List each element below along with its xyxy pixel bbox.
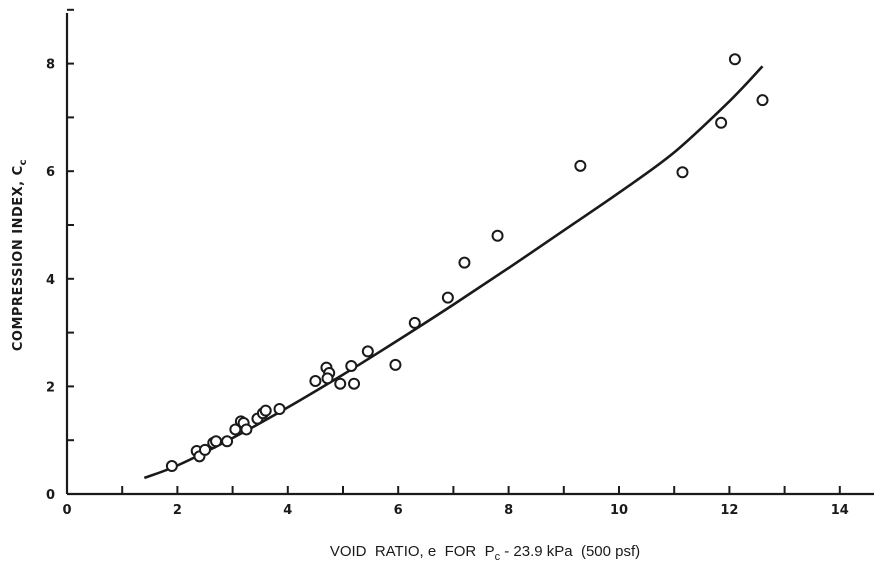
data-point-20	[345, 359, 358, 372]
x-tick-label-14: 14	[831, 503, 849, 518]
data-point-25	[441, 291, 454, 304]
data-point-26	[458, 256, 471, 269]
data-point-27	[491, 229, 504, 242]
y-axis-title-sub: c	[18, 159, 29, 165]
data-point-5	[210, 435, 223, 448]
y-tick-labels: 0 2 4 6 8	[46, 58, 55, 503]
data-point-28	[574, 159, 587, 172]
y-axis-ticks	[67, 8, 74, 442]
data-point-13	[259, 404, 272, 417]
data-point-19	[334, 377, 347, 390]
y-tick-label-6: 6	[46, 165, 55, 180]
x-axis-ticks	[121, 486, 841, 494]
x-tick-label-4: 4	[283, 503, 292, 518]
y-axis-title: COMPRESSION INDEX, Cc	[11, 159, 29, 351]
data-point-18	[321, 372, 334, 385]
y-axis-title-main: COMPRESSION INDEX, C	[11, 165, 26, 351]
data-point-29	[676, 166, 689, 179]
data-point-7	[229, 423, 242, 436]
x-axis-title-sub: c	[495, 551, 501, 563]
data-point-31	[728, 53, 741, 66]
fit-curve	[143, 65, 764, 480]
data-point-21	[348, 377, 361, 390]
x-axis-title-prefix: VOID RATIO, e FOR	[330, 543, 485, 560]
x-axis-title-suffix: - 23.9 kPa (500 psf)	[500, 543, 640, 560]
x-tick-label-6: 6	[394, 503, 403, 518]
data-point-30	[715, 116, 728, 129]
x-tick-labels: 0 2 4 6 8 10 12 14	[62, 503, 848, 518]
data-point-15	[309, 375, 322, 388]
y-tick-label-8: 8	[46, 58, 55, 73]
x-tick-label-12: 12	[720, 503, 738, 518]
data-point-24	[408, 316, 421, 329]
y-tick-label-2: 2	[46, 380, 55, 395]
data-point-6	[221, 435, 234, 448]
data-point-0	[165, 460, 178, 473]
data-point-22	[361, 345, 374, 358]
data-points	[165, 53, 769, 473]
data-point-3	[199, 443, 211, 456]
plot-area: 0 2 4 6 8 0 2 4 6 8 10 12 14	[46, 8, 874, 518]
data-point-14	[273, 402, 286, 415]
x-tick-label-10: 10	[610, 503, 628, 518]
data-point-32	[756, 94, 769, 107]
x-tick-label-2: 2	[173, 503, 182, 518]
x-axis-title-var: P	[485, 543, 495, 560]
x-tick-label-8: 8	[504, 503, 513, 518]
x-tick-label-0: 0	[62, 503, 71, 518]
data-point-23	[389, 358, 402, 371]
x-axis-title: VOID RATIO, e FOR Pc - 23.9 kPa (500 psf…	[330, 543, 640, 563]
data-point-10	[240, 423, 253, 436]
y-tick-label-0: 0	[46, 488, 55, 503]
y-tick-label-4: 4	[46, 273, 55, 288]
